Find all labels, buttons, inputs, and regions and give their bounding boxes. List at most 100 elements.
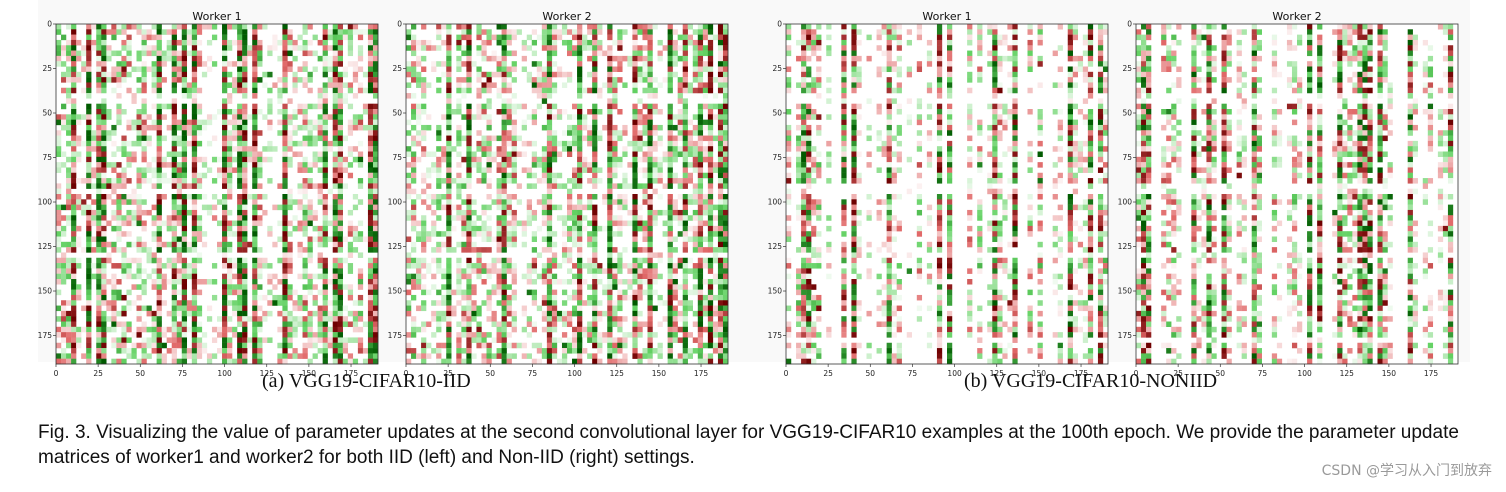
heatmap-cell — [81, 140, 87, 147]
heatmap-cell — [456, 241, 462, 248]
heatmap-cell — [441, 231, 447, 237]
heatmap-cell — [76, 119, 82, 126]
heatmap-cell — [511, 77, 517, 83]
heatmap-cell — [206, 316, 213, 322]
heatmap-cell — [572, 305, 578, 312]
heatmap-cell — [456, 45, 462, 51]
heatmap-cell — [347, 289, 354, 296]
heatmap-cell — [206, 140, 213, 147]
heatmap-cell — [446, 220, 452, 227]
heatmap-cell — [56, 257, 62, 264]
heatmap-cell — [222, 151, 228, 158]
heatmap-cell — [692, 87, 699, 94]
heatmap-cell — [546, 130, 553, 136]
heatmap-cell — [186, 29, 193, 35]
heatmap-cell — [121, 39, 127, 46]
heatmap-cell — [56, 119, 62, 126]
heatmap-cell — [722, 209, 729, 216]
heatmap-cell — [141, 82, 147, 88]
heatmap-cell — [297, 188, 303, 195]
heatmap-cell — [712, 294, 719, 301]
heatmap-cell — [227, 316, 233, 322]
heatmap-cell — [367, 151, 374, 158]
heatmap-cell — [237, 305, 243, 312]
heatmap-cell — [682, 310, 688, 317]
heatmap-cell — [362, 236, 369, 243]
heatmap-cell — [801, 34, 807, 41]
heatmap-cell — [572, 332, 578, 338]
heatmap-cell — [121, 71, 127, 78]
heatmap-cell — [652, 146, 658, 152]
heatmap-cell — [61, 124, 67, 131]
heatmap-cell — [592, 29, 598, 35]
heatmap-cell — [466, 294, 472, 301]
heatmap-cell — [176, 77, 182, 83]
heatmap-cell — [171, 156, 177, 163]
heatmap-cell — [352, 77, 359, 83]
heatmap-cell — [577, 305, 583, 312]
heatmap-cell — [252, 353, 258, 359]
heatmap-cell — [367, 135, 374, 142]
heatmap-cell — [141, 140, 147, 147]
heatmap-cell — [667, 45, 673, 51]
heatmap-cell — [622, 151, 628, 158]
heatmap-cell — [317, 348, 323, 354]
heatmap-cell — [496, 151, 502, 158]
heatmap-cell — [672, 289, 678, 296]
heatmap-cell — [337, 50, 343, 57]
heatmap-cell — [252, 71, 258, 78]
heatmap-cell — [456, 194, 462, 200]
heatmap-cell — [501, 348, 507, 354]
heatmap-cell — [531, 279, 538, 285]
heatmap-cell — [712, 114, 719, 120]
heatmap-cell — [692, 140, 699, 147]
heatmap-cell — [926, 39, 933, 46]
heatmap-cell — [647, 55, 653, 62]
heatmap-cell — [181, 34, 188, 41]
heatmap-cell — [406, 178, 412, 184]
heatmap-cell — [687, 119, 693, 126]
heatmap-cell — [1012, 39, 1018, 46]
heatmap-cell — [466, 332, 472, 338]
heatmap-cell — [491, 289, 497, 296]
heatmap-cell — [56, 50, 62, 57]
heatmap-cell — [357, 45, 364, 51]
heatmap-cell — [546, 93, 553, 99]
heatmap-cell — [327, 29, 333, 35]
heatmap-cell — [76, 55, 82, 62]
x-tick-label: 50 — [486, 369, 496, 378]
heatmap-cell — [617, 268, 623, 274]
heatmap-cell — [891, 24, 897, 30]
heatmap-cell — [546, 71, 553, 78]
heatmap-cell — [536, 342, 543, 349]
heatmap-cell — [277, 294, 283, 301]
heatmap-cell — [637, 289, 643, 296]
heatmap-cell — [277, 119, 283, 126]
heatmap-cell — [572, 241, 578, 248]
heatmap-cell — [541, 24, 548, 30]
heatmap-cell — [136, 284, 142, 290]
heatmap-cell — [667, 39, 673, 46]
heatmap-cell — [282, 24, 288, 30]
heatmap-cell — [617, 45, 623, 51]
heatmap-cell — [111, 215, 117, 221]
heatmap-cell — [406, 257, 412, 264]
heatmap-cell — [632, 342, 638, 349]
heatmap-cell — [707, 199, 714, 205]
heatmap-cell — [486, 316, 492, 322]
heatmap-title: Worker 1 — [192, 10, 241, 23]
heatmap-cell — [602, 332, 608, 338]
heatmap-cell — [257, 348, 263, 354]
heatmap-cell — [712, 332, 719, 338]
heatmap-cell — [362, 29, 369, 35]
heatmap-cell — [302, 82, 308, 88]
heatmap-cell — [121, 24, 127, 30]
heatmap-cell — [491, 310, 497, 317]
heatmap-cell — [307, 316, 313, 322]
heatmap-cell — [977, 39, 983, 46]
heatmap-cell — [156, 124, 162, 131]
heatmap-cell — [111, 29, 117, 35]
heatmap-cell — [86, 353, 92, 359]
heatmap-cell — [707, 209, 714, 216]
heatmap-cell — [56, 305, 62, 312]
